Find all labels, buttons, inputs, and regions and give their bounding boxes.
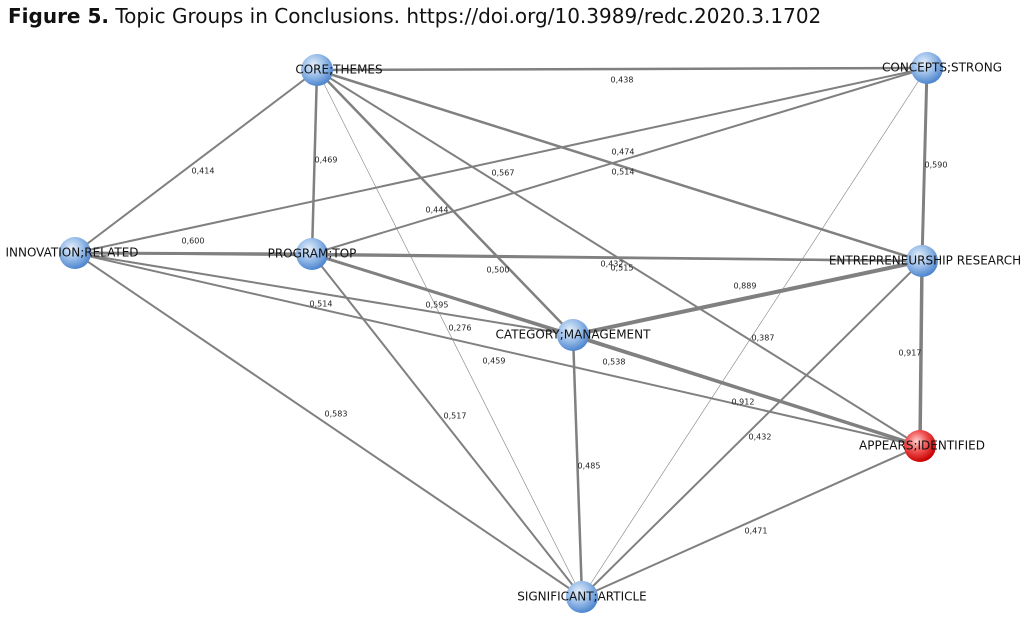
edge (316, 66, 928, 72)
node-label: CONCEPTS;STRONG (882, 61, 1002, 75)
node (296, 238, 328, 270)
edge-label: 0,387 (752, 334, 775, 343)
node (911, 52, 943, 84)
edge-label: 0,474 (612, 148, 635, 157)
node-label: CORE;THEMES (295, 63, 382, 77)
edge (74, 252, 574, 336)
edge (310, 69, 319, 255)
edge (316, 69, 574, 336)
edge (74, 252, 921, 447)
edge (572, 259, 923, 337)
node-label: APPEARS;IDENTIFIED (859, 439, 985, 453)
edge-label: 0,583 (325, 410, 348, 419)
node-label: PROGRAM;TOP (268, 247, 357, 261)
edge-label: 0,538 (603, 358, 626, 367)
edge (311, 67, 928, 255)
edge (74, 67, 928, 254)
edge-label: 0,500 (487, 266, 510, 275)
node (557, 319, 589, 351)
edge-label: 0,517 (444, 412, 467, 421)
edge (74, 252, 923, 262)
edge (311, 253, 921, 447)
edge-label: 0,438 (611, 76, 634, 85)
edge-label: 0,414 (192, 167, 215, 176)
edge-label: 0,471 (745, 527, 768, 536)
edge-label: 0,432 (749, 433, 772, 442)
edge (920, 67, 929, 262)
caption-text: Topic Groups in Conclusions. https://doi… (115, 4, 822, 28)
node (566, 581, 598, 613)
figure-number: Figure 5. (8, 4, 109, 28)
node-label: CATEGORY;MANAGEMENT (496, 328, 652, 342)
edge-label: 0,459 (483, 357, 506, 366)
edge-label: 0,590 (925, 161, 948, 170)
edge (316, 69, 583, 598)
node (906, 245, 938, 277)
edge-label: 0,600 (182, 237, 205, 246)
edge-label: 0,432 (601, 260, 624, 269)
edge (311, 253, 583, 598)
edge (571, 334, 584, 598)
edge-label: 0,567 (492, 169, 515, 178)
node-label: ENTREPRENEURSHIP RESEARCH (829, 254, 1021, 268)
edge (918, 260, 924, 447)
edge-label: 0,595 (426, 301, 449, 310)
edge-label: 0,469 (315, 156, 338, 165)
node (59, 237, 91, 269)
edge (581, 260, 923, 598)
edge (316, 68, 923, 263)
edge-label: 0,514 (612, 168, 635, 177)
edge (581, 445, 921, 598)
edge-label: 0,485 (578, 462, 601, 471)
edge-label: 0,912 (732, 398, 755, 407)
edge-label: 0,917 (899, 349, 922, 358)
edge (581, 67, 928, 598)
node-label: INNOVATION;RELATED (5, 246, 138, 260)
node (904, 430, 936, 462)
edge-label: 0,514 (310, 300, 333, 309)
edge-label: 0,515 (611, 264, 634, 273)
figure-caption: Figure 5. Topic Groups in Conclusions. h… (8, 4, 821, 28)
edge (74, 69, 318, 254)
node (301, 54, 333, 86)
edge-label: 0,444 (426, 206, 449, 215)
edge-label: 0,889 (734, 282, 757, 291)
node-label: SIGNIFICANT;ARTICLE (517, 590, 647, 604)
edge-label: 0,276 (449, 324, 472, 333)
edge (74, 252, 583, 598)
